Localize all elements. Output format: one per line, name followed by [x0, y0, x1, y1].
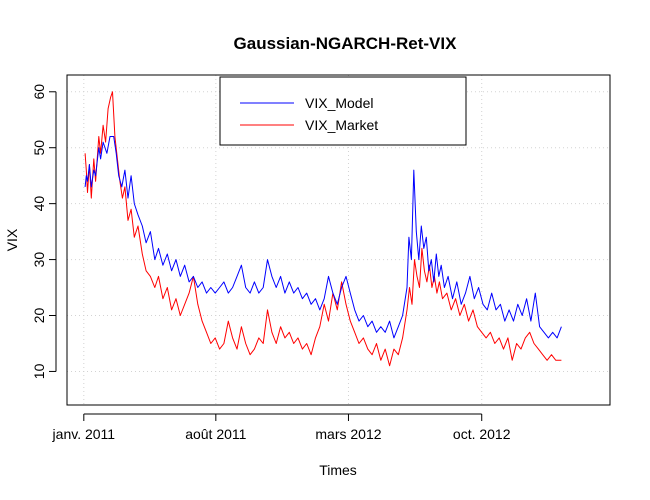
y-tick-label: 10 — [31, 363, 47, 379]
x-axis: janv. 2011 août 2011 mars 2012 oct. 2012 — [52, 413, 511, 442]
chart-title: Gaussian-NGARCH-Ret-VIX — [234, 34, 458, 53]
y-tick-label: 50 — [31, 140, 47, 156]
y-axis-title: VIX — [4, 228, 20, 251]
legend: VIX_Model VIX_Market — [219, 76, 467, 146]
x-axis-title: Times — [319, 462, 357, 478]
x-tick-label: oct. 2012 — [453, 426, 511, 442]
x-tick-label: mars 2012 — [315, 426, 381, 442]
series-line-vix-market — [84, 91, 562, 367]
y-tick-label: 60 — [31, 84, 47, 100]
series-layer — [84, 91, 562, 367]
plot-frame — [66, 74, 611, 406]
grid-lines — [67, 75, 610, 405]
legend-box — [219, 76, 467, 146]
x-tick-label: août 2011 — [185, 426, 246, 442]
x-tick-label: janv. 2011 — [52, 426, 116, 442]
legend-label-vix-model: VIX_Model — [305, 95, 373, 111]
y-tick-label: 20 — [31, 308, 47, 324]
y-axis: 10 20 30 40 50 60 — [31, 84, 57, 379]
legend-label-vix-market: VIX_Market — [305, 117, 378, 133]
y-tick-label: 40 — [31, 196, 47, 212]
series-line-vix-model — [84, 136, 562, 339]
y-tick-label: 30 — [31, 252, 47, 268]
